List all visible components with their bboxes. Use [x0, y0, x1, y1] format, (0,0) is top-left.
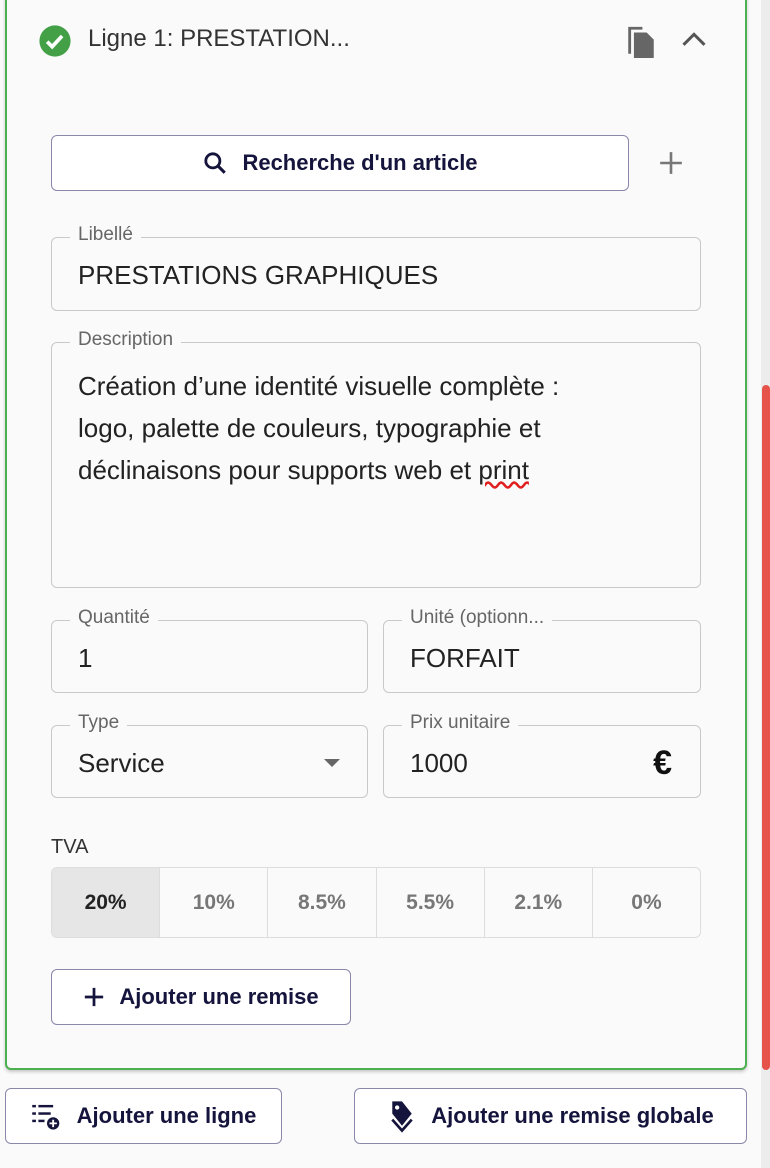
quantite-value: 1: [78, 643, 93, 673]
search-article-label: Recherche d'un article: [242, 150, 478, 175]
tva-option[interactable]: 20%: [52, 868, 161, 937]
chevron-up-icon[interactable]: [680, 28, 708, 50]
type-select[interactable]: Type Service: [51, 712, 368, 798]
prix-label: Prix unitaire: [402, 712, 519, 734]
unite-label: Unité (optionn...: [402, 607, 553, 629]
description-line: Création d’une identité visuelle complèt…: [78, 371, 560, 401]
description-text: Création d’une identité visuelle complèt…: [78, 365, 698, 491]
prix-value: 1000: [410, 748, 468, 778]
add-line-button[interactable]: Ajouter une ligne: [5, 1088, 282, 1144]
description-line: déclinaisons pour supports web et: [78, 455, 479, 485]
type-label: Type: [70, 712, 128, 734]
search-article-button[interactable]: Recherche d'un article: [51, 135, 629, 191]
search-icon: [204, 152, 227, 174]
spellcheck-word: print: [478, 455, 529, 485]
prix-field[interactable]: Prix unitaire 1000 €: [383, 712, 701, 798]
description-line: logo, palette de couleurs, typographie e…: [78, 413, 541, 443]
scrollbar-thumb[interactable]: [762, 385, 770, 1070]
dropdown-arrow-icon: [324, 759, 340, 767]
add-line-label: Ajouter une ligne: [76, 1103, 257, 1128]
tva-option[interactable]: 2.1%: [485, 868, 593, 937]
add-global-discount-label: Ajouter une remise globale: [431, 1103, 714, 1128]
unite-field[interactable]: Unité (optionn... FORFAIT: [383, 607, 701, 693]
check-circle-icon: [39, 25, 71, 57]
add-global-discount-button[interactable]: Ajouter une remise globale: [354, 1088, 747, 1144]
quantite-label: Quantité: [70, 607, 158, 629]
tag-icon: [391, 1101, 414, 1133]
add-list-icon: [31, 1104, 59, 1130]
libelle-field[interactable]: Libellé PRESTATIONS GRAPHIQUES: [51, 224, 701, 311]
tva-option[interactable]: 8.5%: [268, 868, 377, 937]
libelle-value: PRESTATIONS GRAPHIQUES: [78, 260, 439, 290]
tva-option[interactable]: 5.5%: [377, 868, 485, 937]
description-field[interactable]: Description Création d’une identité visu…: [51, 329, 701, 588]
add-discount-button[interactable]: Ajouter une remise: [51, 969, 351, 1025]
unite-value: FORFAIT: [410, 643, 520, 673]
type-value: Service: [78, 748, 165, 778]
euro-icon: €: [653, 744, 672, 782]
copy-icon[interactable]: [624, 22, 658, 60]
add-discount-label: Ajouter une remise: [119, 984, 319, 1009]
plus-icon: [85, 987, 104, 1007]
tva-option[interactable]: 0%: [631, 890, 662, 914]
line-title: Ligne 1: PRESTATION...: [88, 25, 350, 52]
plus-icon[interactable]: [658, 150, 684, 176]
quantite-field[interactable]: Quantité 1: [51, 607, 368, 693]
tva-option[interactable]: 10%: [160, 868, 269, 937]
tva-toggle-group: 20% 10% 8.5% 5.5% 2.1% 0%: [51, 867, 701, 938]
tva-label: TVA: [51, 836, 89, 858]
description-label: Description: [70, 329, 182, 351]
libelle-label: Libellé: [70, 224, 141, 246]
